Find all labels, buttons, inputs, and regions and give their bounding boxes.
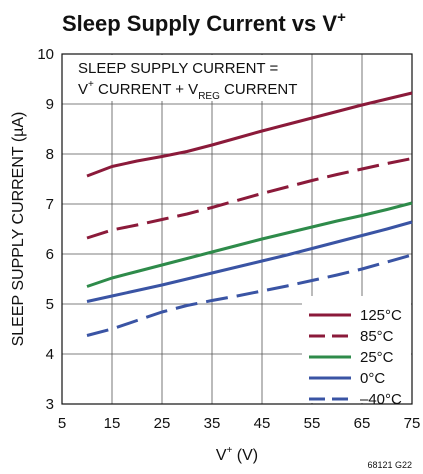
annotation-box: SLEEP SUPPLY CURRENT = V+ CURRENT + VREG… [63,55,311,102]
y-tick-label: 9 [46,96,54,113]
legend: 125°C 85°C 25°C 0°C –40°C [302,296,411,408]
grid [62,54,412,404]
annotation-v: V [78,81,88,98]
series-line-4 [86,253,413,337]
figure-id: 68121 G22 [367,460,412,470]
y-tick-label: 3 [46,396,54,413]
x-axis-label: V+ (V) [216,445,258,464]
y-tick-label: 10 [37,46,54,63]
chart-title-main: Sleep Supply Current vs V [62,11,337,36]
series-line-3 [86,220,413,303]
x-tick-label: 35 [204,415,221,432]
legend-label-4: –40°C [360,391,402,408]
y-tick-label: 4 [46,346,54,363]
series-line-1 [86,157,413,240]
series-line-2 [86,201,413,288]
x-axis-label-sup: + [227,445,233,456]
legend-label-1: 85°C [360,328,394,345]
y-tick-label: 7 [46,196,54,213]
annotation-background [63,55,311,101]
legend-label-3: 0°C [360,370,385,387]
series-line-0 [86,91,413,178]
x-axis-label-rest: (V) [232,447,258,464]
y-tick-label: 5 [46,296,54,313]
chart-title-sup: + [337,9,346,26]
annotation-reg-sub: REG [198,91,220,102]
plot-frame [61,53,413,405]
annotation-end: CURRENT [220,81,298,98]
legend-label-0: 125°C [360,307,402,324]
x-tick-label: 25 [154,415,171,432]
chart-title: Sleep Supply Current vs V+ [62,9,346,36]
annotation-line-1: SLEEP SUPPLY CURRENT = [78,60,278,77]
x-tick-label: 65 [354,415,371,432]
x-tick-label: 15 [104,415,121,432]
y-tick-label: 6 [46,246,54,263]
annotation-line-2: V+ CURRENT + VREG CURRENT [78,79,297,102]
annotation-mid: CURRENT + V [94,81,198,98]
x-axis-label-main: V [216,447,227,464]
x-tick-label: 55 [304,415,321,432]
y-tick-label: 8 [46,146,54,163]
series-layer [86,91,413,337]
legend-label-2: 25°C [360,349,394,366]
y-axis-label: SLEEP SUPPLY CURRENT (µA) [10,112,27,347]
annotation-v-sup: + [88,79,94,90]
x-tick-label: 45 [254,415,271,432]
x-tick-label: 5 [58,415,66,432]
x-tick-label: 75 [404,415,421,432]
